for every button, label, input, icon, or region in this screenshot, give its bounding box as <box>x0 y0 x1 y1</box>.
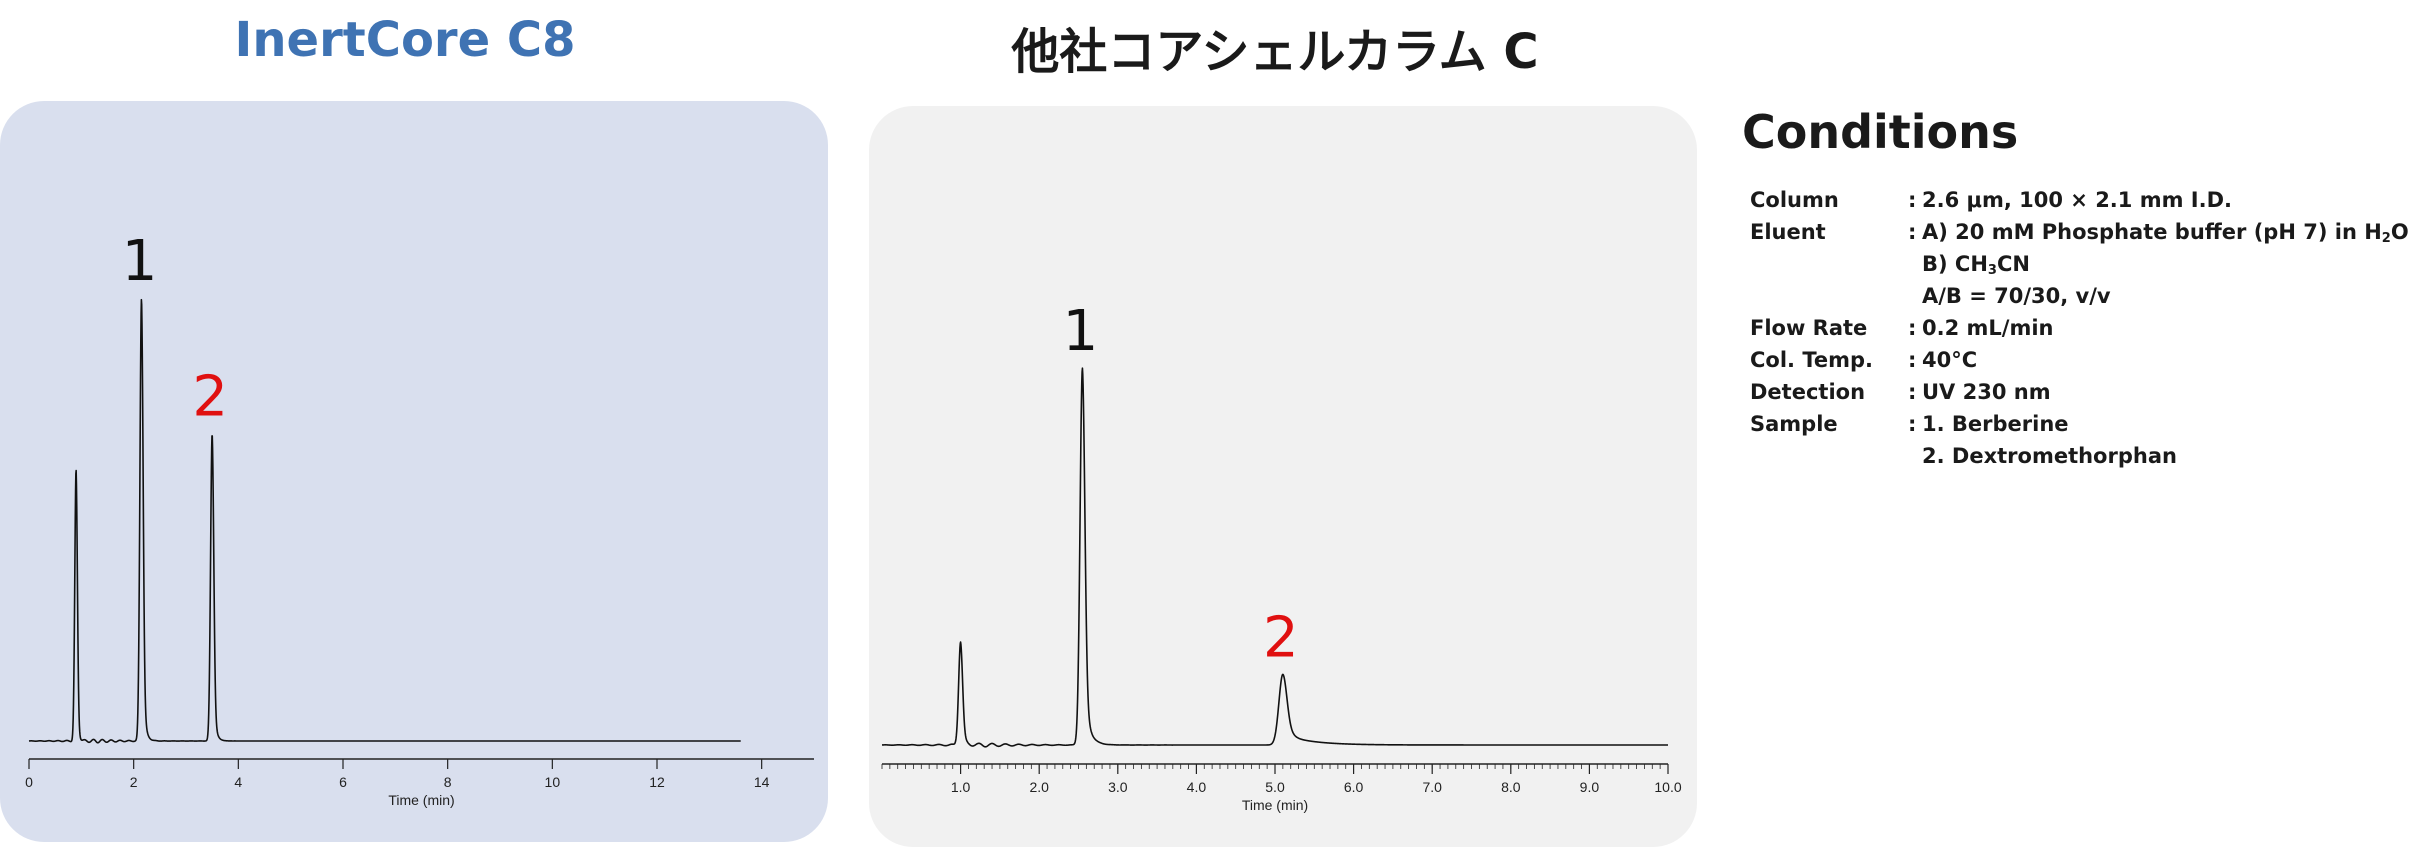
condition-label: Sample <box>1750 412 1838 436</box>
x-tick-label: 8.0 <box>1501 779 1521 795</box>
chromatogram-trace <box>28 298 742 744</box>
condition-label: Flow Rate <box>1750 316 1868 340</box>
condition-row-column: Column : 2.6 μm, 100 × 2.1 mm I.D. <box>1750 184 2412 216</box>
eluent-b-tail: CN <box>1996 252 2030 276</box>
condition-colon: : <box>1908 412 1917 436</box>
conditions-heading: Conditions <box>1742 105 2019 159</box>
condition-colon: : <box>1908 380 1917 404</box>
x-tick-label: 2.0 <box>1029 779 1049 795</box>
condition-value: 1. Berberine <box>1922 412 2069 436</box>
condition-label: Col. Temp. <box>1750 348 1873 372</box>
x-tick-label: 4.0 <box>1187 779 1207 795</box>
peak-label: 2 <box>192 365 228 430</box>
x-tick-label: 12 <box>649 774 665 790</box>
chromatogram-trace <box>881 367 1669 748</box>
condition-colon: : <box>1908 220 1917 244</box>
chart-title-left: InertCore C8 <box>234 12 576 68</box>
condition-colon: : <box>1908 188 1917 212</box>
condition-colon: : <box>1908 316 1917 340</box>
condition-value: 2.6 μm, 100 × 2.1 mm I.D. <box>1922 188 2232 212</box>
conditions-table: Column : 2.6 μm, 100 × 2.1 mm I.D. Eluen… <box>1750 184 2412 472</box>
eluent-a-text: A) 20 mM Phosphate buffer (pH 7) in H <box>1922 220 2382 244</box>
conditions-section: Conditions Column : 2.6 μm, 100 × 2.1 mm… <box>1742 100 2412 472</box>
condition-row-eluent: Eluent : A) 20 mM Phosphate buffer (pH 7… <box>1750 216 2412 312</box>
chromatogram-panel-left: 0 2 4 6 8 10 12 14 Time (min) 1 2 <box>0 101 828 842</box>
eluent-a-tail: O <box>2390 220 2409 244</box>
x-tick-label: 4 <box>234 774 242 790</box>
condition-value: 0.2 mL/min <box>1922 316 2054 340</box>
condition-value: B) CH3CN <box>1922 248 2412 280</box>
x-axis-label: Time (min) <box>388 792 454 808</box>
condition-label: Eluent <box>1750 220 1826 244</box>
chromatogram-chart-right: 1.0 2.0 3.0 4.0 5.0 6.0 7.0 8.0 9.0 10.0 Time (min… <box>881 299 1682 813</box>
x-tick-label: 10.0 <box>1654 779 1681 795</box>
x-tick-label: 2 <box>130 774 138 790</box>
x-tick-label: 10 <box>545 774 561 790</box>
x-axis-label: Time (min) <box>1242 797 1308 813</box>
x-tick-label: 5.0 <box>1265 779 1285 795</box>
x-tick-label: 6 <box>339 774 347 790</box>
condition-row-flow-rate: Flow Rate : 0.2 mL/min <box>1750 312 2412 344</box>
condition-value: 2. Dextromethorphan <box>1922 444 2177 468</box>
peak-label: 1 <box>1063 299 1099 364</box>
x-tick-label: 9.0 <box>1580 779 1600 795</box>
condition-row-sample: Sample : 1. Berberine 2. Dextromethorpha… <box>1750 408 2412 472</box>
condition-label: Detection <box>1750 380 1866 404</box>
x-tick-label: 6.0 <box>1344 779 1364 795</box>
x-tick-label: 1.0 <box>951 779 971 795</box>
chromatogram-panel-right: 1.0 2.0 3.0 4.0 5.0 6.0 7.0 8.0 9.0 10.0 Time (min… <box>869 106 1697 847</box>
condition-row-detection: Detection : UV 230 nm <box>1750 376 2412 408</box>
subscript: 2 <box>2381 231 2391 246</box>
condition-value: A/B = 70/30, v/v <box>1922 284 2111 308</box>
condition-value: UV 230 nm <box>1922 380 2051 404</box>
chart-title-right: 他社コアシェルカラム C <box>1011 24 1539 80</box>
eluent-b-text: B) CH <box>1922 252 1988 276</box>
x-tick-label: 8 <box>444 774 452 790</box>
condition-label: Column <box>1750 188 1839 212</box>
condition-value: 40°C <box>1922 348 1978 372</box>
condition-value: A) 20 mM Phosphate buffer (pH 7) in H2O <box>1922 216 2412 248</box>
condition-row-col-temp: Col. Temp. : 40°C <box>1750 344 2412 376</box>
peak-label: 2 <box>1263 605 1299 670</box>
x-tick-label: 7.0 <box>1422 779 1442 795</box>
x-tick-label: 0 <box>25 774 33 790</box>
subscript: 3 <box>1987 263 1997 278</box>
peak-label: 1 <box>122 229 158 294</box>
condition-colon: : <box>1908 348 1917 372</box>
x-tick-label: 3.0 <box>1108 779 1128 795</box>
x-tick-label: 14 <box>754 774 770 790</box>
